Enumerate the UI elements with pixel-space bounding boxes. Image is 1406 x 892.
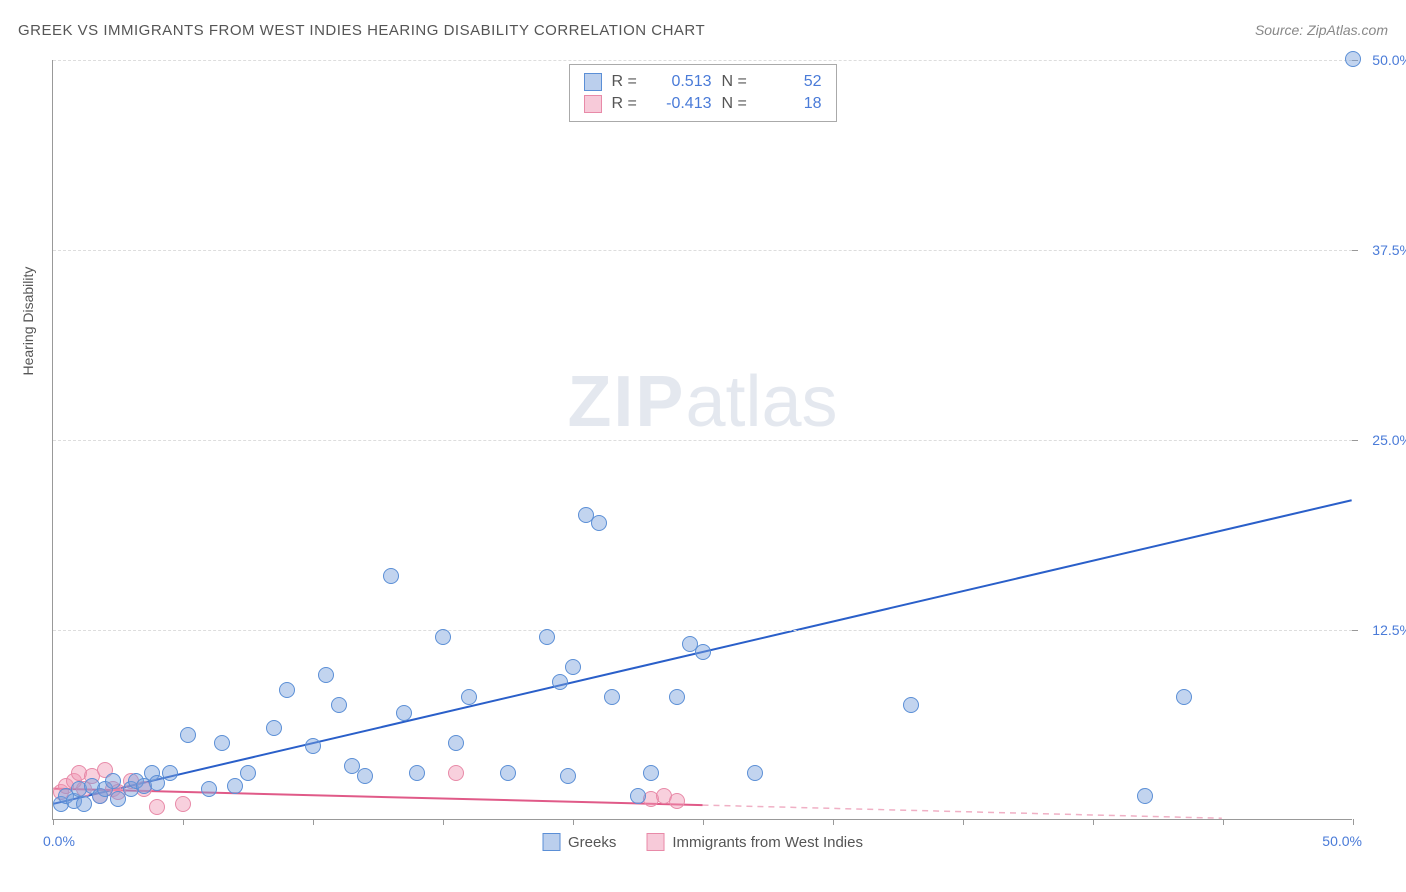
- plot-area: ZIPatlas R = 0.513 N = 52 R = -0.413 N =…: [52, 60, 1352, 820]
- data-point: [500, 765, 516, 781]
- gridline: [53, 60, 1352, 61]
- data-point: [669, 793, 685, 809]
- data-point: [448, 765, 464, 781]
- legend-item-westindies: Immigrants from West Indies: [646, 833, 863, 851]
- xtick: [183, 819, 184, 825]
- data-point: [643, 765, 659, 781]
- ytick-label: 12.5%: [1362, 622, 1406, 638]
- data-point: [669, 689, 685, 705]
- x-max-label: 50.0%: [1322, 833, 1362, 849]
- gridline: [53, 250, 1352, 251]
- data-point: [552, 674, 568, 690]
- watermark: ZIPatlas: [567, 361, 837, 443]
- chart-title: GREEK VS IMMIGRANTS FROM WEST INDIES HEA…: [18, 22, 705, 39]
- xtick: [963, 819, 964, 825]
- data-point: [591, 515, 607, 531]
- watermark-light: atlas: [685, 362, 837, 442]
- data-point: [105, 773, 121, 789]
- data-point: [695, 644, 711, 660]
- data-point: [903, 697, 919, 713]
- data-point: [604, 689, 620, 705]
- series-legend: Greeks Immigrants from West Indies: [542, 833, 863, 851]
- xtick: [1223, 819, 1224, 825]
- data-point: [227, 778, 243, 794]
- data-point: [435, 629, 451, 645]
- data-point: [331, 697, 347, 713]
- data-point: [76, 796, 92, 812]
- data-point: [279, 682, 295, 698]
- r-value-pink: -0.413: [652, 95, 712, 113]
- data-point: [565, 659, 581, 675]
- n-label: N =: [722, 95, 752, 113]
- r-value-blue: 0.513: [652, 73, 712, 91]
- y-axis-label: Hearing Disability: [20, 267, 36, 376]
- r-label: R =: [612, 73, 642, 91]
- r-label: R =: [612, 95, 642, 113]
- n-value-blue: 52: [762, 73, 822, 91]
- data-point: [461, 689, 477, 705]
- data-point: [162, 765, 178, 781]
- ytick-label: 25.0%: [1362, 432, 1406, 448]
- data-point: [357, 768, 373, 784]
- data-point: [1345, 51, 1361, 67]
- source-label: Source: ZipAtlas.com: [1255, 22, 1388, 38]
- data-point: [539, 629, 555, 645]
- data-point: [318, 667, 334, 683]
- data-point: [747, 765, 763, 781]
- xtick: [443, 819, 444, 825]
- swatch-blue-icon: [542, 833, 560, 851]
- ytick-label: 37.5%: [1362, 242, 1406, 258]
- data-point: [175, 796, 191, 812]
- legend-row-blue: R = 0.513 N = 52: [584, 71, 822, 93]
- data-point: [149, 799, 165, 815]
- n-label: N =: [722, 73, 752, 91]
- gridline: [53, 440, 1352, 441]
- swatch-pink: [584, 95, 602, 113]
- data-point: [201, 781, 217, 797]
- legend-label-westindies: Immigrants from West Indies: [672, 834, 863, 851]
- data-point: [305, 738, 321, 754]
- data-point: [1176, 689, 1192, 705]
- xtick: [573, 819, 574, 825]
- data-point: [266, 720, 282, 736]
- n-value-pink: 18: [762, 95, 822, 113]
- xtick: [703, 819, 704, 825]
- legend-row-pink: R = -0.413 N = 18: [584, 93, 822, 115]
- watermark-bold: ZIP: [567, 362, 685, 442]
- data-point: [396, 705, 412, 721]
- data-point: [383, 568, 399, 584]
- data-point: [110, 791, 126, 807]
- data-point: [630, 788, 646, 804]
- data-point: [1137, 788, 1153, 804]
- legend-item-greeks: Greeks: [542, 833, 616, 851]
- xtick: [313, 819, 314, 825]
- data-point: [240, 765, 256, 781]
- correlation-legend: R = 0.513 N = 52 R = -0.413 N = 18: [569, 64, 837, 122]
- data-point: [448, 735, 464, 751]
- xtick: [1353, 819, 1354, 825]
- xtick: [1093, 819, 1094, 825]
- xtick: [833, 819, 834, 825]
- x-origin-label: 0.0%: [43, 833, 75, 849]
- xtick: [53, 819, 54, 825]
- swatch-pink-icon: [646, 833, 664, 851]
- legend-label-greeks: Greeks: [568, 834, 616, 851]
- gridline: [53, 630, 1352, 631]
- swatch-blue: [584, 73, 602, 91]
- data-point: [560, 768, 576, 784]
- ytick-label: 50.0%: [1362, 52, 1406, 68]
- data-point: [214, 735, 230, 751]
- data-point: [180, 727, 196, 743]
- data-point: [409, 765, 425, 781]
